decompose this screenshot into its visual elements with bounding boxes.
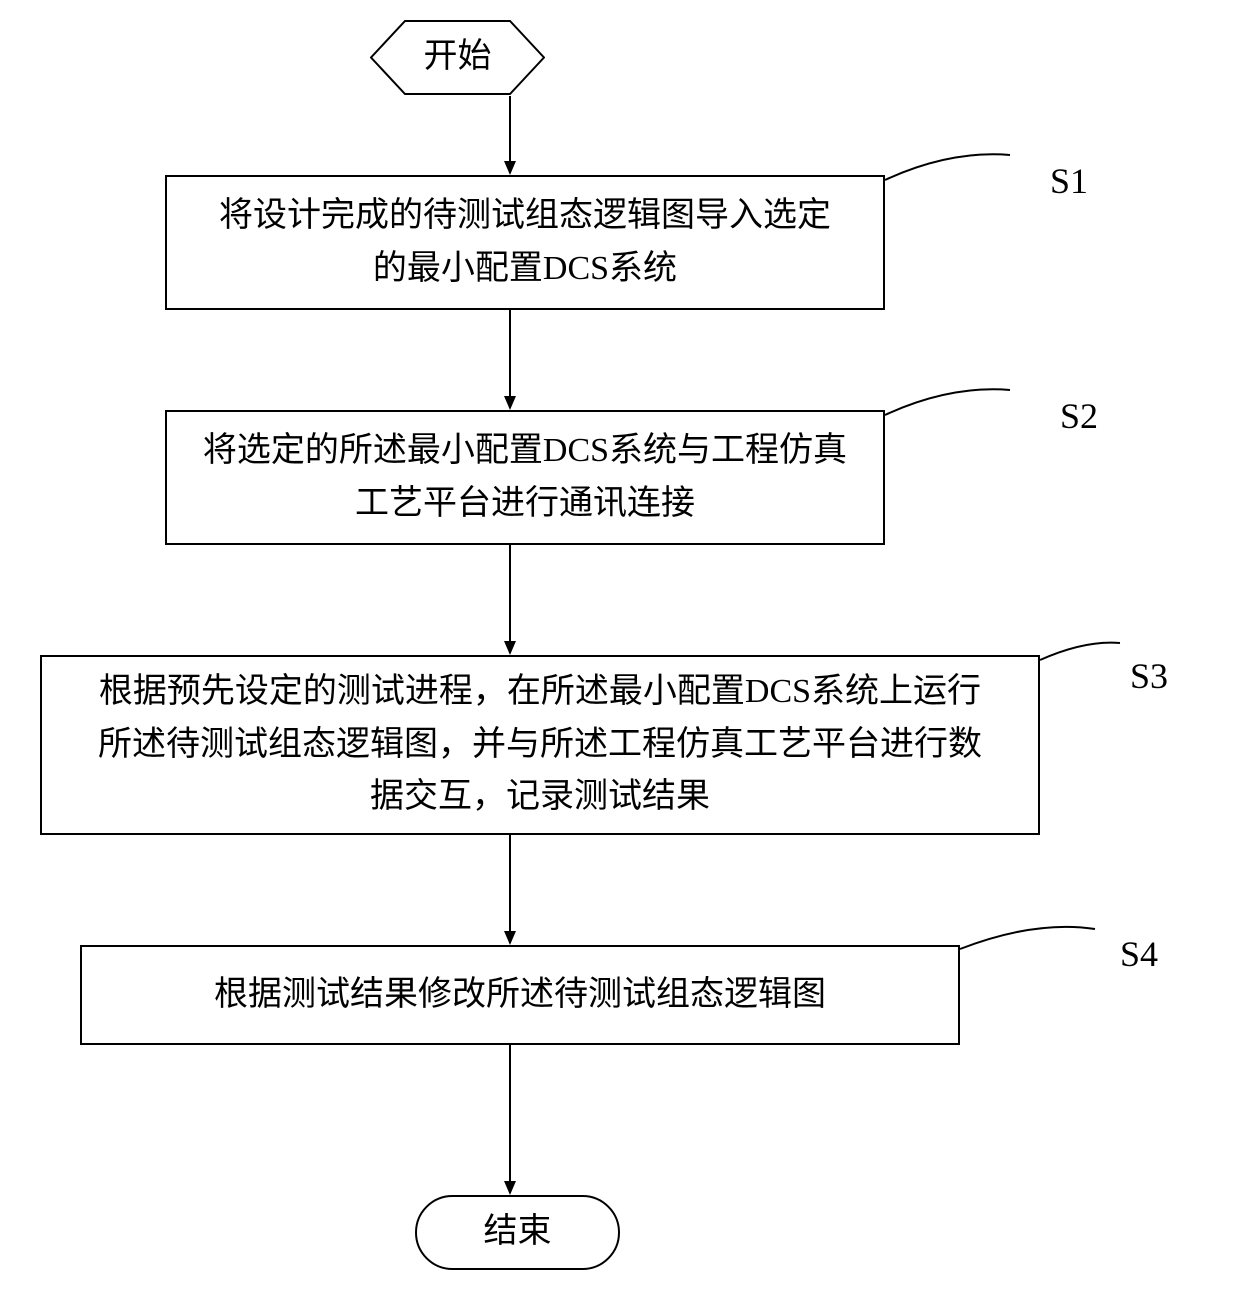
step-label-s3: S3	[1130, 655, 1168, 697]
process-s3: 根据预先设定的测试进程，在所述最小配置DCS系统上运行 所述待测试组态逻辑图，并…	[40, 655, 1040, 835]
callout-s2	[885, 389, 1010, 415]
step-label-s2: S2	[1060, 395, 1098, 437]
process-s2-text: 将选定的所述最小配置DCS系统与工程仿真 工艺平台进行通讯连接	[203, 425, 847, 530]
end-label: 结束	[484, 1206, 552, 1259]
step-label-s4: S4	[1120, 933, 1158, 975]
step-label-s1: S1	[1050, 160, 1088, 202]
process-s4: 根据测试结果修改所述待测试组态逻辑图	[80, 945, 960, 1045]
process-s1-text: 将设计完成的待测试组态逻辑图导入选定 的最小配置DCS系统	[219, 190, 831, 295]
process-s4-text: 根据测试结果修改所述待测试组态逻辑图	[214, 969, 826, 1022]
callout-s3	[1040, 643, 1120, 660]
start-label: 开始	[424, 31, 492, 84]
process-s3-text: 根据预先设定的测试进程，在所述最小配置DCS系统上运行 所述待测试组态逻辑图，并…	[98, 666, 982, 824]
flowchart-canvas: 开始 将设计完成的待测试组态逻辑图导入选定 的最小配置DCS系统 将选定的所述最…	[0, 0, 1240, 1297]
end-terminator: 结束	[415, 1195, 620, 1270]
start-terminator: 开始	[370, 20, 545, 95]
callout-s4	[960, 927, 1095, 949]
callout-s1	[885, 154, 1010, 180]
process-s2: 将选定的所述最小配置DCS系统与工程仿真 工艺平台进行通讯连接	[165, 410, 885, 545]
process-s1: 将设计完成的待测试组态逻辑图导入选定 的最小配置DCS系统	[165, 175, 885, 310]
